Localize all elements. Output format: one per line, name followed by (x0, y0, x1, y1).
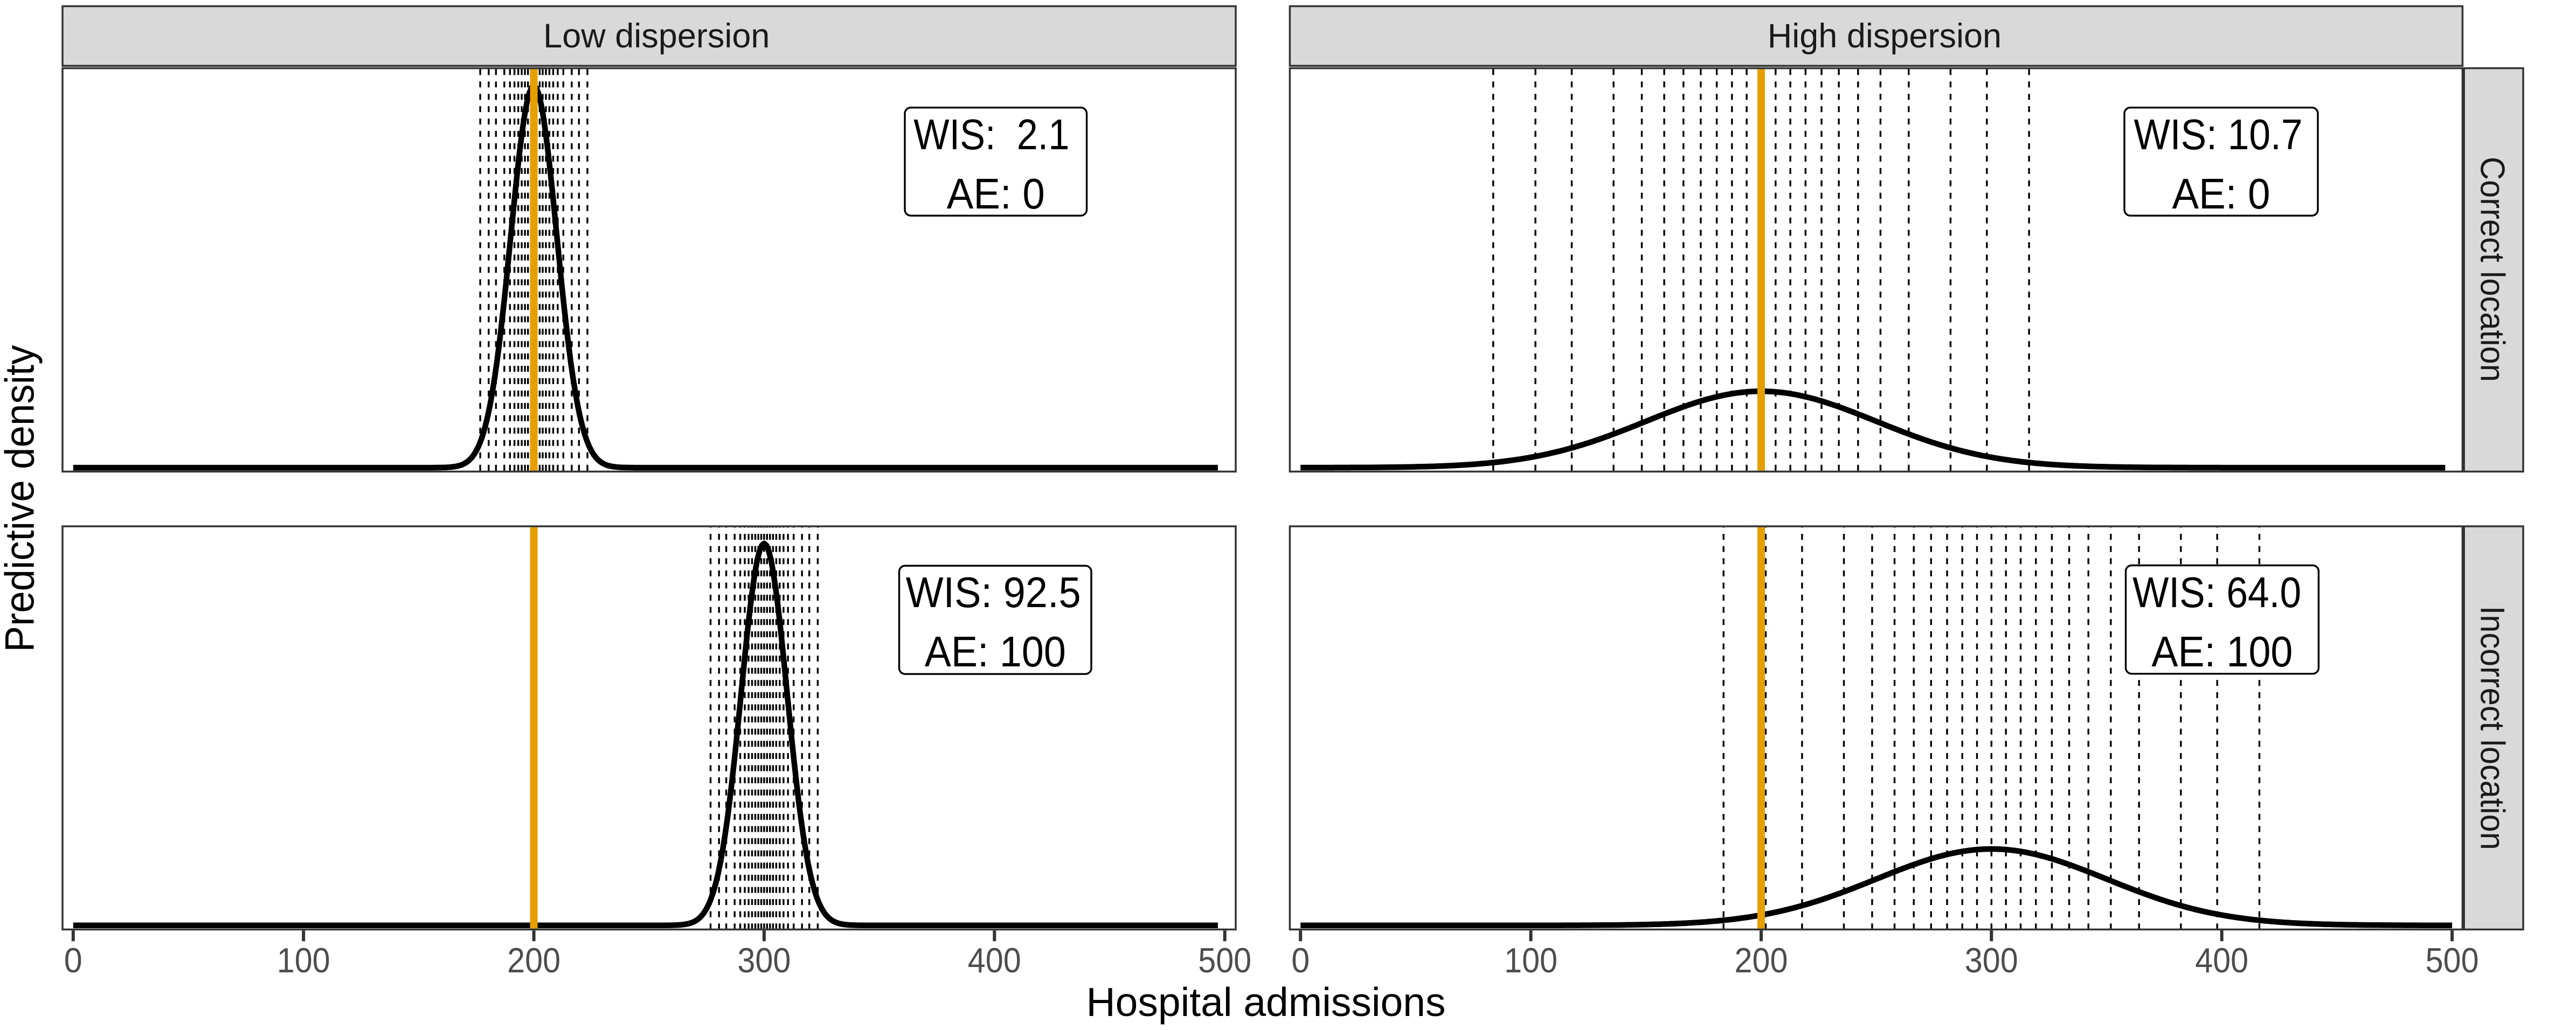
svg-text:100: 100 (277, 941, 330, 980)
svg-text:300: 300 (1965, 941, 2018, 980)
svg-text:400: 400 (2195, 941, 2248, 980)
svg-text:0: 0 (64, 941, 82, 980)
svg-text:WIS: 64.0: WIS: 64.0 (2132, 568, 2301, 616)
svg-text:400: 400 (968, 941, 1021, 980)
svg-text:Correct location: Correct location (2474, 157, 2511, 382)
svg-text:Low dispersion: Low dispersion (543, 17, 770, 55)
svg-text:100: 100 (1504, 941, 1557, 980)
svg-text:WIS: 92.5: WIS: 92.5 (906, 568, 1081, 616)
svg-text:200: 200 (507, 941, 560, 980)
svg-text:WIS: 10.7: WIS: 10.7 (2134, 110, 2303, 158)
svg-text:200: 200 (1735, 941, 1788, 980)
svg-text:500: 500 (1198, 941, 1251, 980)
svg-text:Hospital admissions: Hospital admissions (1086, 979, 1446, 1025)
svg-text:Incorrect location: Incorrect location (2474, 606, 2511, 850)
svg-text:High dispersion: High dispersion (1768, 17, 2002, 55)
svg-text:0: 0 (1291, 941, 1310, 980)
svg-text:AE: 0: AE: 0 (947, 170, 1045, 218)
svg-text:AE: 0: AE: 0 (2172, 170, 2270, 218)
svg-text:Predictive density: Predictive density (0, 345, 43, 652)
svg-text:500: 500 (2426, 941, 2479, 980)
svg-text:AE: 100: AE: 100 (2151, 628, 2293, 676)
svg-text:300: 300 (737, 941, 791, 980)
svg-text:WIS: 2.1: WIS: 2.1 (913, 110, 1069, 158)
svg-text:AE: 100: AE: 100 (925, 628, 1066, 676)
